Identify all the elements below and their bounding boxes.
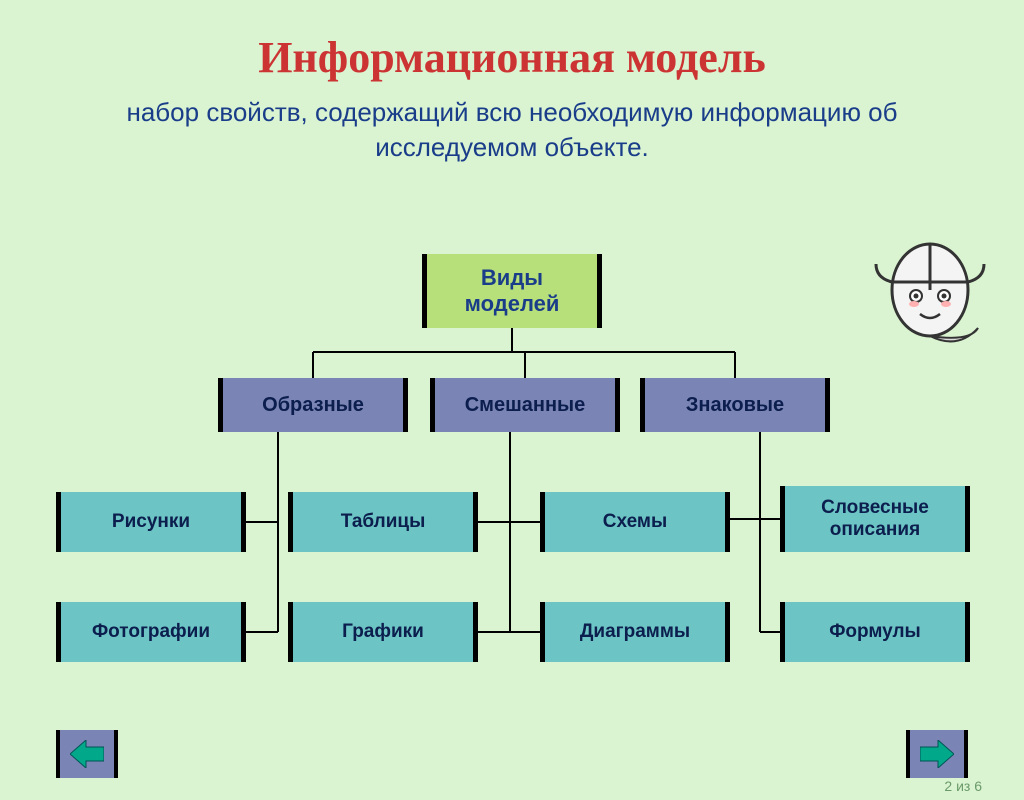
leaf-node-7: Формулы: [780, 602, 970, 662]
hierarchy-diagram: Виды моделей Образные Смешанные Знаковые Рис…: [0, 32, 1024, 800]
leaf-node-0: Рисунки: [56, 492, 246, 552]
leaf-node-6: Диаграммы: [540, 602, 730, 662]
category-node-1: Смешанные: [430, 378, 620, 432]
leaf-node-5: Графики: [288, 602, 478, 662]
leaf-node-4: Фотографии: [56, 602, 246, 662]
leaf-node-2: Схемы: [540, 492, 730, 552]
arrow-right-icon: [920, 740, 954, 768]
mouse-character-icon: [870, 232, 990, 352]
leaf-node-1: Таблицы: [288, 492, 478, 552]
prev-button[interactable]: [56, 730, 118, 778]
page-indicator: 2 из 6: [944, 778, 982, 794]
category-node-2: Знаковые: [640, 378, 830, 432]
category-node-0: Образные: [218, 378, 408, 432]
arrow-left-icon: [70, 740, 104, 768]
root-node: Виды моделей: [422, 254, 602, 328]
leaf-node-3: Словесные описания: [780, 486, 970, 552]
next-button[interactable]: [906, 730, 968, 778]
